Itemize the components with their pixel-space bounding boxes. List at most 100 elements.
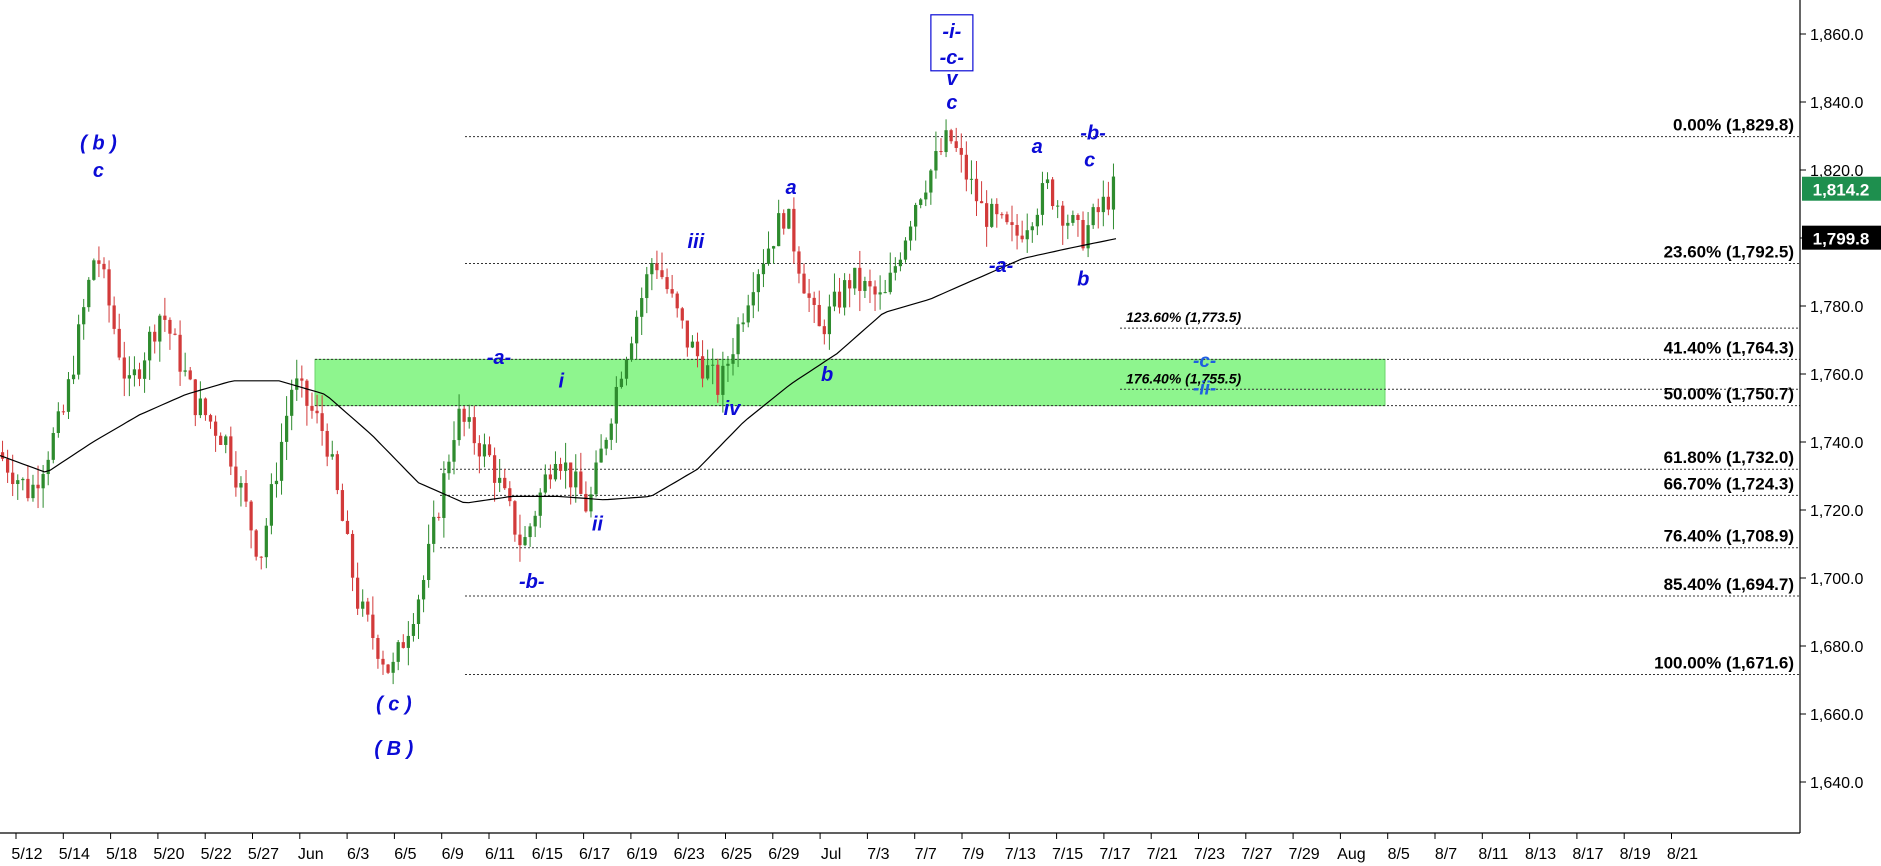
candle-body — [842, 280, 847, 308]
candle-body — [350, 533, 355, 578]
candle-body — [563, 462, 568, 471]
candle-body — [746, 305, 750, 323]
target-zone-layer — [314, 358, 1386, 407]
wave-label: a — [1032, 136, 1043, 158]
x-tick-label: 5/22 — [201, 846, 232, 863]
candle-body — [1096, 207, 1100, 213]
x-tick-label: 7/9 — [962, 846, 984, 863]
candle-body — [979, 201, 984, 204]
y-tick-label: 1,640.0 — [1810, 775, 1863, 792]
candle-body — [954, 141, 958, 148]
candle-body — [427, 543, 431, 580]
candle-body — [680, 308, 684, 321]
candle-body — [645, 274, 649, 299]
wave-label: iv — [724, 398, 743, 420]
candle-body — [102, 263, 106, 270]
candle-body — [61, 411, 66, 413]
fib-label: 41.40% (1,764.3) — [1664, 338, 1794, 357]
candle-body — [158, 315, 162, 342]
x-tick-label: 7/23 — [1194, 846, 1225, 863]
x-tick-label: 8/13 — [1525, 846, 1556, 863]
extension-label: 123.60% (1,773.5) — [1126, 309, 1242, 325]
candle-body — [31, 484, 35, 499]
candle-body — [213, 421, 218, 436]
candle-body — [771, 246, 776, 249]
candle-body — [56, 411, 60, 434]
candle-body — [690, 341, 695, 348]
candle-body — [361, 601, 365, 609]
candle-body — [168, 319, 172, 334]
candle-body — [447, 461, 451, 474]
wave-labels-layer: ( b )c( c )( B )-a--b-iiiiiiivabvc-a-ab-… — [80, 14, 1216, 760]
candle-body — [903, 240, 908, 260]
candle-body — [533, 515, 537, 527]
candle-body — [1066, 222, 1070, 226]
candle-body — [254, 530, 258, 557]
candle-body — [969, 178, 974, 180]
candle-body — [873, 286, 877, 295]
fib-label: 66.70% (1,724.3) — [1664, 474, 1794, 493]
candle-body — [0, 452, 5, 459]
x-tick-label: 8/11 — [1478, 846, 1508, 863]
x-tick-label: 5/12 — [11, 846, 42, 863]
candle-body — [706, 365, 710, 379]
x-tick-label: 8/5 — [1388, 846, 1410, 863]
wave-label: -b- — [1080, 122, 1106, 144]
candle-body — [274, 480, 279, 485]
fib-label: 61.80% (1,732.0) — [1664, 448, 1794, 467]
x-tick-label: 7/3 — [867, 846, 889, 863]
candle-body — [858, 267, 862, 291]
candle-body — [721, 365, 725, 395]
candle-body — [908, 226, 913, 241]
candle-body — [837, 291, 842, 308]
candle-body — [1020, 235, 1024, 240]
x-tick-label: 7/17 — [1099, 846, 1130, 863]
wave-label: b — [821, 364, 833, 386]
candle-body — [137, 369, 142, 379]
wave-label: b — [1077, 269, 1089, 291]
candle-body — [1040, 183, 1045, 215]
candle-body — [1000, 214, 1004, 216]
wave-label: ( B ) — [374, 738, 413, 760]
x-tick-label: 7/29 — [1289, 846, 1320, 863]
candle-body — [239, 483, 243, 488]
candle-body — [868, 281, 872, 287]
candle-body — [609, 423, 613, 440]
price-badge — [1802, 176, 1881, 201]
candle-body — [284, 415, 289, 442]
candle-body — [751, 292, 755, 306]
wave-label: c — [946, 92, 957, 114]
fib-label: 76.40% (1,708.9) — [1664, 527, 1794, 546]
candle-body — [812, 297, 816, 305]
wave-label: a — [785, 177, 796, 199]
candle-body — [756, 274, 760, 293]
price-badge — [1802, 225, 1881, 250]
candle-body — [396, 642, 400, 662]
x-tick-label: 6/11 — [485, 846, 515, 863]
candle-body — [112, 305, 116, 329]
candle-body — [482, 444, 487, 457]
fib-label: 0.00% (1,829.8) — [1673, 116, 1794, 135]
candle-body — [406, 635, 410, 648]
candle-body — [924, 192, 928, 200]
y-tick-label: 1,860.0 — [1810, 27, 1863, 44]
y-tick-label: 1,720.0 — [1810, 503, 1863, 520]
candle-body — [985, 203, 989, 227]
candle-body — [366, 601, 370, 615]
wave-label: i — [559, 371, 565, 393]
candle-body — [320, 413, 324, 431]
candle-body — [153, 331, 157, 342]
candle-body — [421, 579, 426, 600]
candle-body — [635, 316, 639, 344]
wave-label: v — [946, 68, 959, 90]
wave-label: -ii- — [1193, 378, 1216, 399]
x-tick-label: 7/15 — [1052, 846, 1083, 863]
candle-body — [700, 356, 705, 379]
x-tick-label: 6/29 — [768, 846, 799, 863]
candle-body — [132, 369, 137, 376]
y-tick-label: 1,680.0 — [1810, 639, 1863, 656]
x-tick-label: 7/21 — [1147, 846, 1178, 863]
candle-body — [11, 472, 15, 485]
candle-body — [432, 516, 436, 544]
y-tick-label: 1,760.0 — [1810, 367, 1863, 384]
